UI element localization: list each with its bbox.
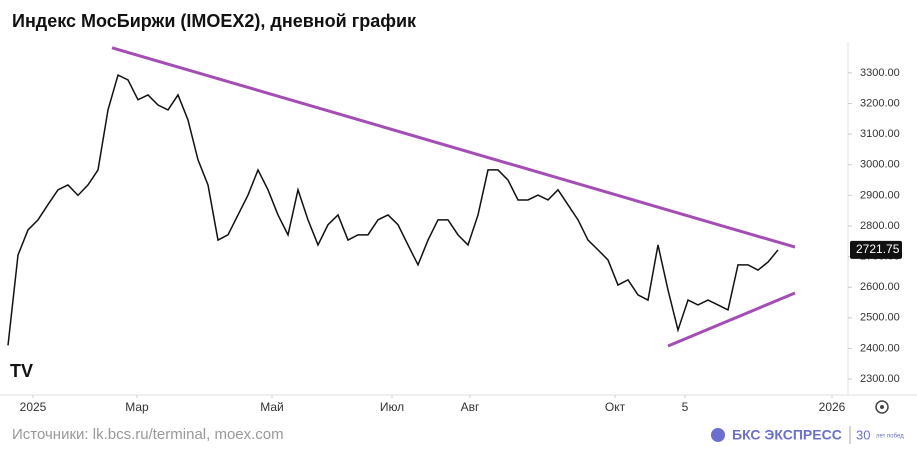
last-price-label: 2721.75 — [856, 242, 900, 256]
y-tick-label: 2300.00 — [860, 373, 900, 385]
y-tick-label: 2600.00 — [860, 281, 900, 293]
y-tick-label: 3100.00 — [860, 128, 900, 140]
x-tick-label: Авг — [461, 400, 480, 414]
brand-badge-text: лет побед — [876, 434, 904, 440]
x-tick-label: Май — [260, 400, 284, 414]
x-tick-label: Июл — [380, 400, 404, 414]
price-line — [7, 73, 779, 346]
y-tick-label: 2800.00 — [860, 220, 900, 232]
last-price-box — [850, 240, 902, 259]
x-tick-label: Окт — [605, 400, 626, 414]
x-tick-label: 2025 — [20, 400, 47, 414]
y-tick-label: 2500.00 — [860, 312, 900, 324]
y-tick-label: 3200.00 — [860, 97, 900, 109]
tv-logo: TV — [10, 361, 33, 381]
trendline — [111, 46, 796, 249]
x-tick-label: 5 — [682, 400, 689, 414]
x-tick-label: 2026 — [819, 400, 846, 414]
x-tick-label: Мар — [125, 400, 149, 414]
svg-text:TV: TV — [10, 361, 33, 381]
chart-title: Индекс МосБиржи (IMOEX2), дневной график — [12, 11, 417, 31]
y-tick-label: 2400.00 — [860, 342, 900, 354]
source-note: Источники: lk.bcs.ru/terminal, moex.com — [12, 426, 284, 443]
y-tick-label: 3300.00 — [860, 67, 900, 79]
y-tick-label: 2900.00 — [860, 189, 900, 201]
y-tick-label: 3000.00 — [860, 159, 900, 171]
brand-logo: БКС ЭКСПРЕСС 30 лет побед — [711, 426, 904, 444]
settings-icon[interactable] — [875, 400, 889, 414]
brand-badge: 30 — [856, 427, 870, 442]
trendline — [667, 291, 796, 348]
brand-name: БКС ЭКСПРЕСС — [732, 427, 842, 443]
